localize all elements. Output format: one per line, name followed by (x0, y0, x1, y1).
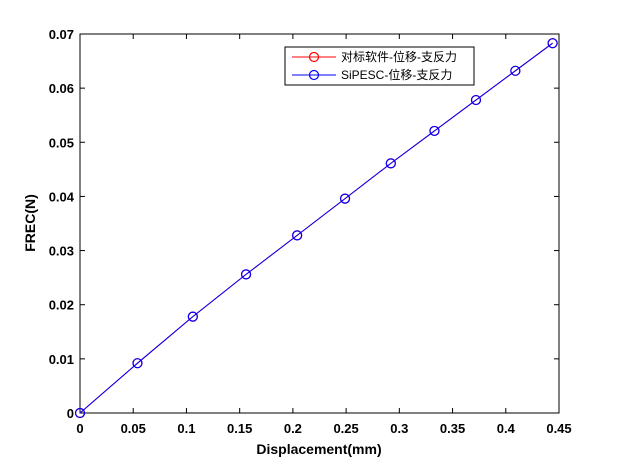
data-point-series-2 (292, 230, 303, 241)
y-tick-label: 0.03 (49, 244, 74, 259)
x-tick-label: 0.45 (546, 421, 571, 436)
x-tick-label: 0 (76, 421, 83, 436)
y-tick-label: 0.02 (49, 298, 74, 313)
series-layer (74, 38, 558, 419)
x-tick-label: 0.4 (497, 421, 516, 436)
x-tick-label: 0.35 (440, 421, 465, 436)
legend-label-series-1: 对标软件-位移-支反力 (341, 49, 457, 64)
y-axis-ticks: 0 0.01 0.02 0.03 0.04 0.05 0.06 0.07 (49, 27, 559, 421)
legend-label-series-2: SiPESC-位移-支反力 (341, 67, 452, 82)
legend-marker-series-1 (308, 51, 320, 63)
x-tick-label: 0.15 (227, 421, 252, 436)
data-point-series-2 (240, 269, 252, 280)
y-tick-label: 0.04 (49, 189, 75, 204)
data-point-series-2 (385, 158, 396, 169)
x-tick-label: 0.2 (284, 421, 302, 436)
data-point-series-2 (429, 125, 440, 137)
data-point-series-2 (339, 193, 351, 204)
x-tick-label: 0.25 (333, 421, 358, 436)
y-tick-label: 0.01 (49, 352, 74, 367)
y-axis-label: FREC(N) (22, 194, 38, 252)
data-point-series-2 (470, 94, 482, 106)
x-tick-label: 0.3 (390, 421, 408, 436)
y-tick-label: 0 (67, 406, 74, 421)
y-tick-label: 0.07 (49, 27, 74, 42)
x-axis-ticks: 0 0.05 0.1 0.15 0.2 0.25 0.3 0.35 0.4 0.45 (76, 34, 572, 436)
data-point-series-2 (187, 311, 198, 322)
x-axis-label: Displacement(mm) (256, 441, 381, 457)
y-tick-label: 0.05 (49, 135, 74, 150)
legend-marker-series-2 (308, 69, 320, 81)
plot-area (79, 33, 560, 414)
data-point-series-2 (132, 358, 143, 369)
data-point-series-2 (547, 38, 558, 49)
data-point-series-2 (510, 65, 521, 76)
x-tick-label: 0.05 (121, 421, 146, 436)
data-point-series-2 (74, 407, 86, 419)
legend: 对标软件-位移-支反力 SiPESC-位移-支反力 (284, 46, 475, 86)
series-line-2 (79, 42, 553, 414)
y-tick-label: 0.06 (49, 81, 74, 96)
x-tick-label: 0.1 (177, 421, 195, 436)
